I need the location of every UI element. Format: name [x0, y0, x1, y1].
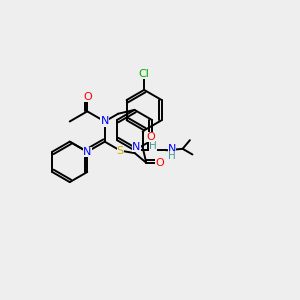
Text: S: S [117, 146, 124, 156]
Text: N: N [83, 147, 92, 157]
Text: O: O [146, 132, 155, 142]
Text: N: N [100, 116, 109, 127]
Text: N: N [132, 142, 141, 152]
Text: H: H [168, 151, 176, 161]
Text: O: O [155, 158, 164, 168]
Text: Cl: Cl [139, 69, 150, 79]
Text: H: H [149, 141, 157, 151]
Text: N: N [168, 144, 176, 154]
Text: O: O [83, 92, 92, 101]
